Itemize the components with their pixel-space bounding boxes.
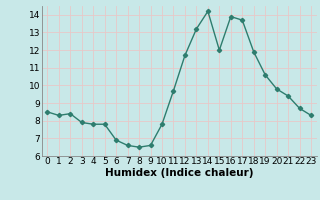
X-axis label: Humidex (Indice chaleur): Humidex (Indice chaleur): [105, 168, 253, 178]
